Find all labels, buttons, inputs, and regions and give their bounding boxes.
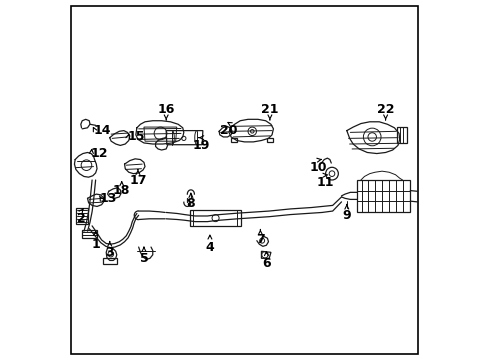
Text: 8: 8 [186, 198, 195, 211]
Text: 11: 11 [316, 176, 333, 189]
Text: 3: 3 [105, 246, 114, 259]
Text: 18: 18 [113, 184, 130, 197]
Text: 14: 14 [94, 124, 111, 137]
Text: 19: 19 [192, 139, 210, 152]
Text: 4: 4 [205, 240, 214, 253]
Text: 15: 15 [127, 130, 144, 143]
Text: 20: 20 [220, 124, 237, 137]
Text: 17: 17 [129, 174, 146, 186]
Text: 21: 21 [261, 103, 278, 116]
Text: 12: 12 [90, 147, 108, 160]
Text: 22: 22 [376, 103, 393, 116]
Text: 7: 7 [256, 234, 264, 247]
Text: 13: 13 [100, 192, 117, 205]
Text: 16: 16 [157, 103, 175, 116]
Text: 2: 2 [77, 212, 86, 225]
Text: 6: 6 [262, 257, 270, 270]
Text: 5: 5 [139, 252, 148, 265]
Text: 1: 1 [91, 238, 100, 251]
Text: 10: 10 [309, 161, 326, 174]
Text: 9: 9 [342, 209, 350, 222]
